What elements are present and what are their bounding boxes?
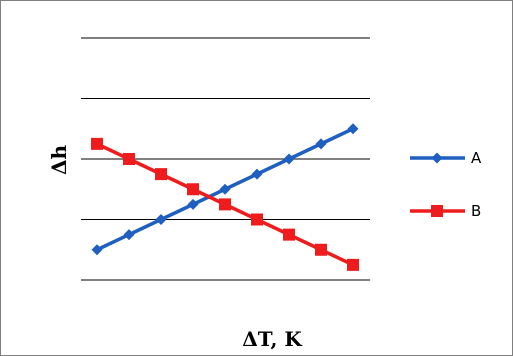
legend-label-A: A xyxy=(471,149,482,167)
legend: AB xyxy=(410,149,482,220)
data-point-B-5 xyxy=(219,198,231,211)
data-point-A-3 xyxy=(155,214,167,225)
data-point-A-1 xyxy=(91,244,103,256)
legend-marker-B xyxy=(431,205,443,217)
data-point-B-6 xyxy=(251,213,263,226)
data-point-B-4 xyxy=(187,183,199,196)
data-point-B-8 xyxy=(315,243,327,256)
data-point-B-7 xyxy=(283,228,295,241)
legend-entry-A: A xyxy=(410,149,482,167)
series-layer xyxy=(91,123,359,271)
data-point-A-4 xyxy=(187,198,199,210)
data-point-A-9 xyxy=(347,123,359,135)
data-point-A-5 xyxy=(219,183,231,195)
data-point-B-3 xyxy=(155,168,167,181)
data-point-B-2 xyxy=(123,153,135,165)
legend-marker-A xyxy=(431,152,443,164)
data-point-A-2 xyxy=(123,229,135,241)
data-point-A-6 xyxy=(251,168,263,180)
legend-label-B: B xyxy=(471,202,481,220)
data-point-B-1 xyxy=(91,137,103,150)
series-B xyxy=(91,137,359,271)
data-point-A-7 xyxy=(283,153,295,165)
legend-entry-B: B xyxy=(410,202,481,220)
data-point-A-8 xyxy=(315,138,327,150)
data-point-B-9 xyxy=(347,258,359,271)
series-A xyxy=(91,123,359,256)
y-axis-label: Δh xyxy=(47,145,71,176)
x-axis-label: ΔT, K xyxy=(242,327,302,351)
